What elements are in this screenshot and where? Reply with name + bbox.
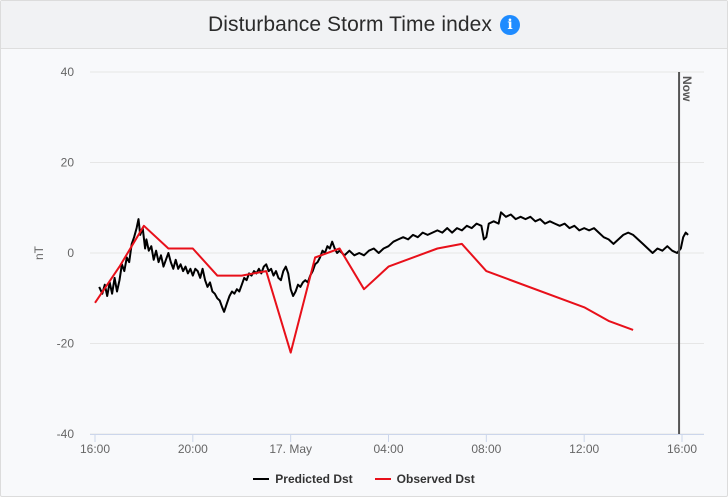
dst-chart: 40 20 0 -20 -40 16:00 20:00 17. May 04:00 08:00 12… bbox=[32, 65, 704, 456]
legend-item-observed[interactable]: Observed Dst bbox=[374, 472, 475, 486]
y-tick-label: 20 bbox=[61, 156, 75, 170]
y-tick-label: -40 bbox=[57, 427, 75, 441]
y-tick-label: 0 bbox=[67, 246, 74, 260]
x-tick-label: 17. May bbox=[269, 442, 312, 456]
x-tick-label: 08:00 bbox=[471, 442, 501, 456]
y-axis-label: nT bbox=[32, 245, 46, 260]
chart-title: Disturbance Storm Time index bbox=[207, 12, 493, 36]
x-tick-label: 16:00 bbox=[80, 442, 110, 456]
chart-legend: Predicted Dst Observed Dst bbox=[0, 472, 728, 486]
info-icon[interactable]: i bbox=[500, 14, 521, 35]
x-tick-label: 16:00 bbox=[667, 442, 697, 456]
now-label: Now bbox=[680, 76, 694, 102]
series-line-observed bbox=[94, 224, 634, 354]
legend-label-observed: Observed Dst bbox=[396, 472, 475, 486]
series-line-predicted bbox=[98, 211, 689, 313]
x-tick-label: 12:00 bbox=[569, 442, 599, 456]
card-header: Disturbance Storm Time index i bbox=[1, 1, 727, 49]
legend-label-predicted: Predicted Dst bbox=[275, 472, 353, 486]
y-tick-label: -20 bbox=[57, 337, 75, 351]
x-tick-label: 20:00 bbox=[178, 442, 208, 456]
y-tick-label: 40 bbox=[61, 65, 75, 79]
x-tick-label: 04:00 bbox=[373, 442, 403, 456]
legend-swatch-observed bbox=[374, 478, 391, 480]
legend-item-predicted[interactable]: Predicted Dst bbox=[253, 472, 353, 486]
legend-swatch-predicted bbox=[253, 478, 270, 480]
